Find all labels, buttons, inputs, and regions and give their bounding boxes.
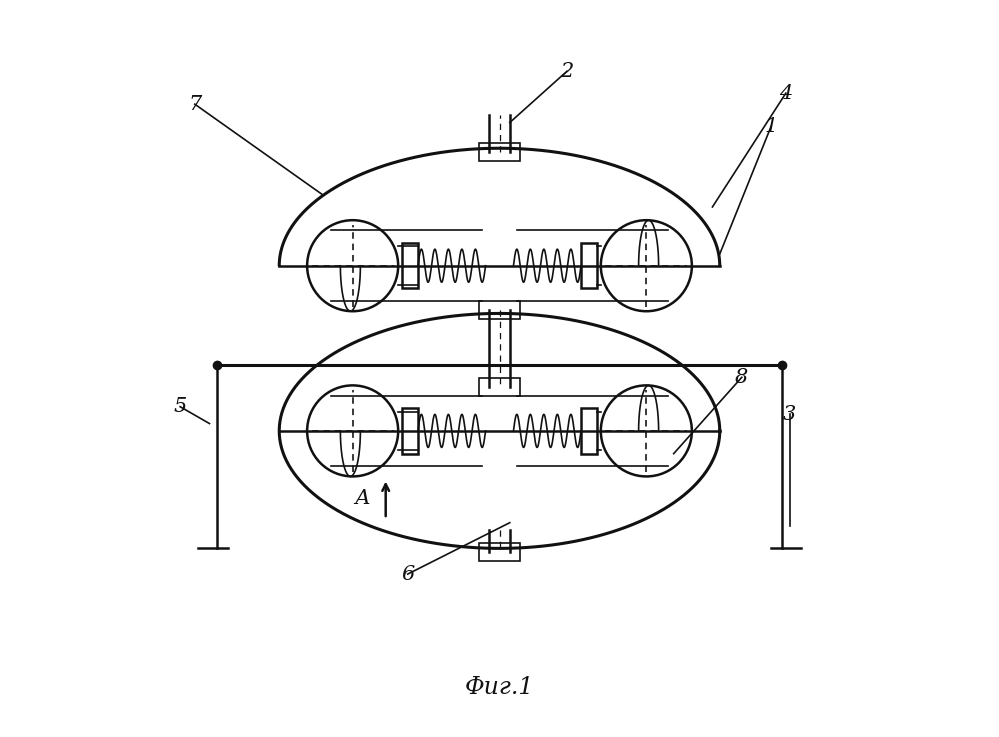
Text: Фиг.1: Фиг.1 <box>465 677 534 699</box>
Text: А: А <box>355 489 370 509</box>
Bar <box>402 408 418 454</box>
Text: 2: 2 <box>560 62 573 80</box>
Text: 1: 1 <box>764 116 778 136</box>
Text: 3: 3 <box>783 405 796 424</box>
Text: 4: 4 <box>779 84 792 102</box>
Bar <box>581 243 597 288</box>
Bar <box>479 377 520 396</box>
Bar <box>581 408 597 454</box>
Text: 8: 8 <box>735 368 748 387</box>
Text: 7: 7 <box>188 94 202 113</box>
Bar <box>479 143 520 161</box>
Text: 6: 6 <box>401 565 415 584</box>
Bar <box>402 243 418 288</box>
Bar <box>479 543 520 562</box>
Text: 5: 5 <box>174 397 187 416</box>
Bar <box>479 301 520 319</box>
